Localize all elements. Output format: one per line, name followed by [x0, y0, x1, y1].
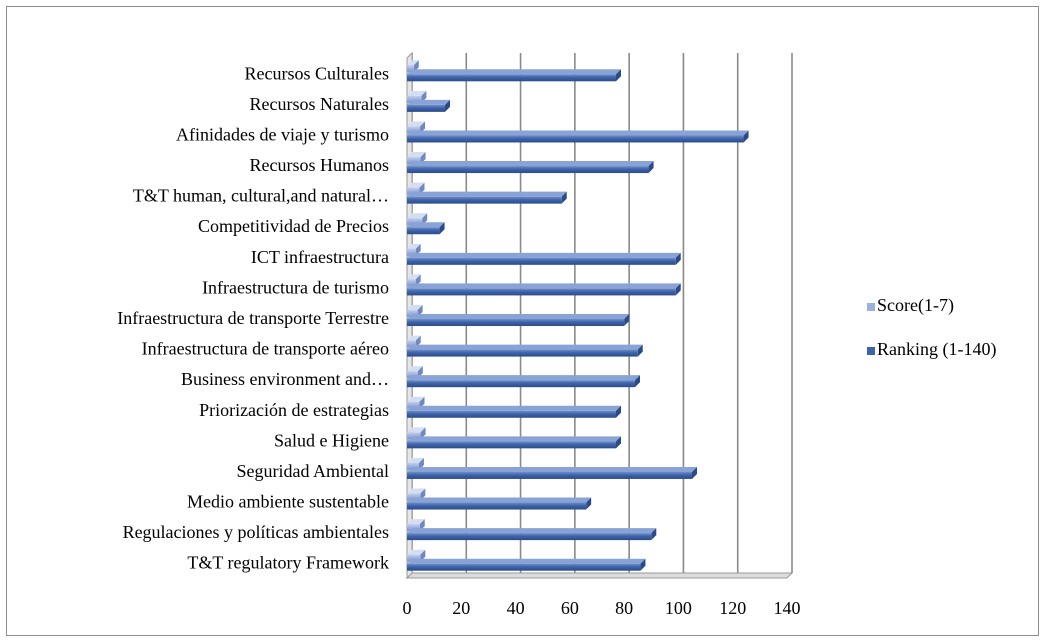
bar-ranking [407, 222, 445, 235]
category-label: Business environment and… [181, 369, 389, 389]
legend: Score(1-7) Ranking (1-140) [867, 295, 996, 360]
bar-ranking [407, 405, 621, 418]
bar-ranking [407, 161, 654, 174]
category-label: Regulaciones y políticas ambientales [123, 522, 389, 542]
category-label: Salud e Higiene [274, 430, 389, 450]
x-tick-label: 100 [665, 598, 692, 618]
bar-ranking [407, 528, 657, 541]
category-label: Infraestructura de transporte aéreo [142, 339, 389, 359]
bar-ranking [407, 466, 697, 479]
category-label: Recursos Humanos [250, 155, 389, 175]
legend-swatch [867, 303, 875, 311]
category-label: Recursos Culturales [245, 63, 389, 83]
bar-ranking [407, 69, 621, 82]
bar-ranking [407, 130, 749, 143]
bars-layer [407, 60, 749, 571]
bar-ranking [407, 283, 681, 296]
category-label: Recursos Naturales [250, 94, 389, 114]
legend-label: Score(1-7) [877, 295, 954, 316]
x-tick-label: 80 [615, 598, 633, 618]
category-label: Medio ambiente sustentable [187, 492, 389, 512]
bar-ranking [407, 99, 450, 112]
bar-ranking [407, 558, 646, 571]
category-labels: Recursos Culturales Recursos Naturales Afi… [117, 63, 389, 572]
x-tick-label: 0 [403, 598, 412, 618]
bar-ranking [407, 375, 640, 388]
bar-ranking [407, 252, 681, 265]
bar-ranking [407, 497, 592, 510]
legend-label: Ranking (1-140) [877, 339, 996, 360]
category-label: Infraestructura de turismo [202, 277, 389, 297]
category-label: Afinidades de viaje y turismo [176, 124, 389, 144]
x-tick-label: 60 [561, 598, 579, 618]
x-tick-label: 140 [774, 598, 801, 618]
category-label: Infraestructura de transporte Terrestre [117, 308, 389, 328]
bar-ranking [407, 344, 643, 357]
x-axis-ticks: 0 20 40 60 80 100 120 140 [403, 598, 801, 618]
x-tick-label: 20 [452, 598, 470, 618]
category-label: Seguridad Ambiental [237, 461, 389, 481]
category-label: T&T human, cultural,and natural… [133, 186, 389, 206]
x-tick-label: 120 [719, 598, 746, 618]
bar-ranking [407, 191, 567, 204]
bar-ranking [407, 436, 621, 449]
category-label: Competitividad de Precios [198, 216, 389, 236]
category-label: Priorización de estrategias [199, 400, 389, 420]
x-tick-label: 40 [507, 598, 525, 618]
floor [405, 572, 794, 579]
category-label: T&T regulatory Framework [187, 553, 389, 573]
category-label: ICT infraestructura [251, 247, 389, 267]
bar-ranking [407, 314, 630, 326]
legend-swatch [867, 347, 875, 355]
